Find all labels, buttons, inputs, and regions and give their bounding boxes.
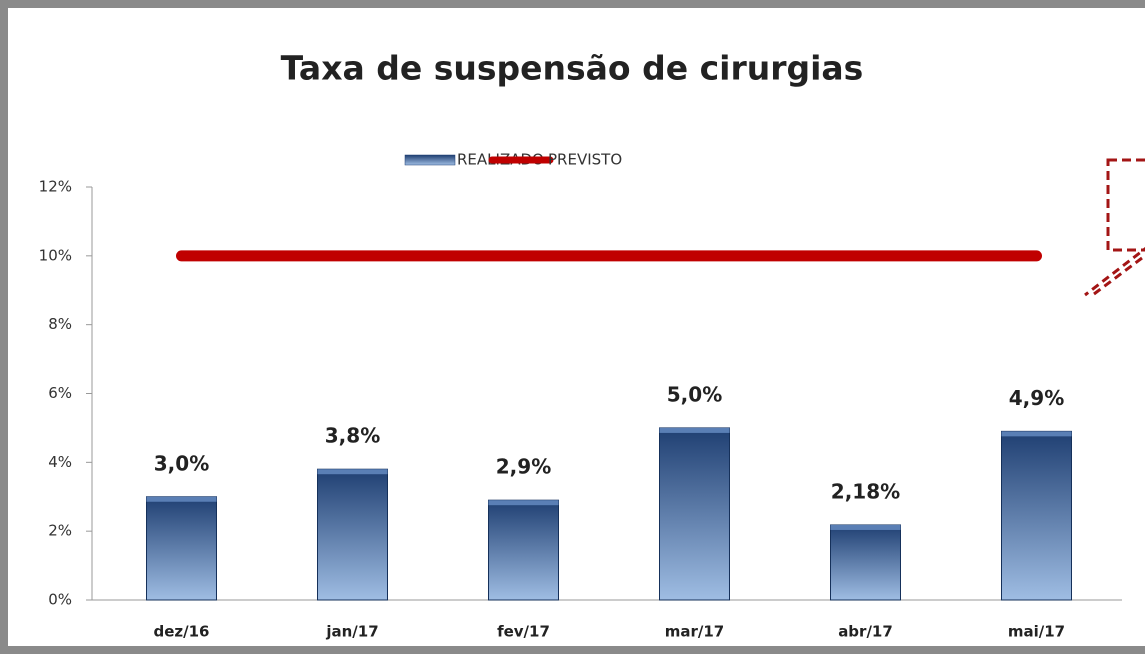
legend-swatch <box>404 154 456 166</box>
value-label: 3,0% <box>154 451 209 475</box>
bar <box>488 499 559 601</box>
bar <box>659 427 730 601</box>
y-tick-label: 10% <box>39 246 72 264</box>
callout-box <box>1106 158 1145 252</box>
bar-cap <box>317 469 388 475</box>
x-tick-label: fev/17 <box>497 623 550 641</box>
callout <box>1084 158 1145 299</box>
chart-title: Taxa de suspensão de cirurgias <box>281 49 864 88</box>
value-label: 2,18% <box>831 479 900 503</box>
value-label: 3,8% <box>325 424 380 448</box>
bar <box>317 468 388 601</box>
x-tick-label: mar/17 <box>665 623 725 641</box>
x-tick-label: abr/17 <box>838 623 893 641</box>
y-tick-label: 8% <box>48 315 72 333</box>
x-tick-label: dez/16 <box>154 623 210 641</box>
y-tick-label: 6% <box>48 384 72 402</box>
y-tick-label: 0% <box>48 591 72 609</box>
bar-cap <box>830 524 901 530</box>
y-tick-label: 4% <box>48 453 72 471</box>
value-label: 5,0% <box>667 382 722 406</box>
callout-arrow <box>1084 246 1145 299</box>
bar-cap <box>1001 431 1072 437</box>
bar <box>1001 430 1072 601</box>
x-tick-label: jan/17 <box>325 623 378 641</box>
bar <box>830 524 901 601</box>
value-label: 4,9% <box>1009 386 1064 410</box>
bar-cap <box>146 496 217 502</box>
x-tick-label: mai/17 <box>1008 623 1065 641</box>
bar-cap <box>659 427 730 433</box>
y-tick-label: 2% <box>48 522 72 540</box>
value-label: 2,9% <box>496 455 551 479</box>
bar <box>146 496 217 601</box>
bar-cap <box>488 500 559 506</box>
y-tick-label: 12% <box>39 178 72 196</box>
legend-label: PREVISTO <box>548 151 622 169</box>
